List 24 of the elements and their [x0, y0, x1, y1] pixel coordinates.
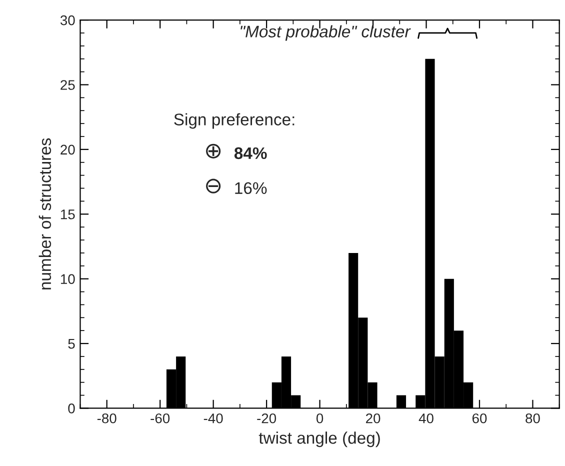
annotation: Sign preference: [174, 113, 294, 129]
annotation: 16% [235, 182, 267, 194]
x-tick-label: -60 [150, 413, 170, 424]
x-tick-label: -20 [257, 413, 276, 424]
y-tick-label: 15 [60, 210, 75, 220]
y-tick-label: 25 [60, 80, 75, 90]
x-tick-label: 40 [418, 413, 434, 424]
annotation: 84% [234, 147, 267, 160]
annotation: ⊖ [206, 178, 221, 194]
y-tick-label: 30 [60, 15, 75, 26]
y-axis-title: number of structures [38, 138, 52, 290]
x-tick-label: -80 [97, 413, 116, 424]
y-tick-label: 10 [60, 274, 75, 284]
x-tick-label: 0 [316, 413, 324, 424]
x-axis-title: twist angle (deg) [258, 432, 380, 448]
x-tick-label: -40 [204, 413, 223, 424]
y-tick-label: 0 [68, 404, 75, 414]
y-tick-label: 5 [68, 338, 75, 349]
x-tick-label: 60 [472, 413, 487, 424]
annotation: "Most probable" cluster [240, 25, 411, 41]
annotation: ⊕ [206, 144, 221, 158]
y-tick-label: 20 [60, 144, 75, 155]
x-tick-label: 20 [366, 413, 380, 424]
x-tick-label: 80 [526, 413, 540, 424]
